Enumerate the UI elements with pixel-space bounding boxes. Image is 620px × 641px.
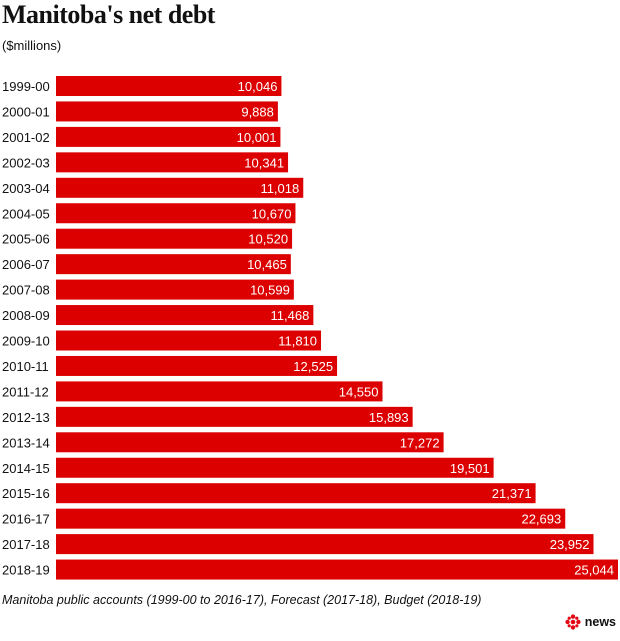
source-note: Manitoba public accounts (1999-00 to 201… bbox=[2, 593, 482, 607]
bar bbox=[56, 483, 536, 504]
value-label: 11,468 bbox=[271, 308, 310, 323]
category-label: 2018-19 bbox=[2, 563, 50, 578]
category-label: 2015-16 bbox=[2, 486, 50, 501]
bar bbox=[56, 406, 413, 427]
category-label: 2002-03 bbox=[2, 155, 50, 170]
chart-title: Manitoba's net debt bbox=[2, 0, 215, 29]
bar bbox=[56, 305, 314, 326]
bar bbox=[56, 228, 293, 249]
category-label: 2017-18 bbox=[2, 537, 50, 552]
bar bbox=[56, 508, 566, 529]
cbc-gem-icon bbox=[565, 614, 581, 630]
category-label: 2005-06 bbox=[2, 232, 50, 247]
category-label: 2012-13 bbox=[2, 410, 50, 425]
bar bbox=[56, 559, 618, 580]
value-label: 21,371 bbox=[492, 486, 532, 501]
bar bbox=[56, 330, 322, 351]
bar bbox=[56, 254, 291, 275]
value-label: 25,044 bbox=[574, 563, 614, 578]
value-label: 17,272 bbox=[400, 435, 440, 450]
category-label: 2007-08 bbox=[2, 283, 50, 298]
value-label: 10,520 bbox=[248, 232, 288, 247]
bar bbox=[56, 534, 594, 555]
category-label: 2013-14 bbox=[2, 435, 50, 450]
category-label: 2010-11 bbox=[2, 359, 49, 374]
bar bbox=[56, 152, 289, 173]
category-label: 2003-04 bbox=[2, 181, 50, 196]
value-label: 10,341 bbox=[244, 155, 284, 170]
value-label: 11,018 bbox=[260, 181, 299, 196]
bar bbox=[56, 381, 383, 402]
bar bbox=[56, 76, 282, 96]
value-label: 15,893 bbox=[369, 410, 409, 425]
value-label: 11,810 bbox=[278, 334, 317, 349]
value-label: 19,501 bbox=[450, 461, 490, 476]
bar bbox=[56, 279, 294, 300]
bar bbox=[56, 177, 304, 198]
bar bbox=[56, 203, 296, 224]
value-label: 12,525 bbox=[293, 359, 333, 374]
value-label: 10,046 bbox=[238, 79, 278, 94]
category-label: 2014-15 bbox=[2, 461, 50, 476]
category-label: 2011-12 bbox=[2, 384, 49, 399]
value-label: 9,888 bbox=[241, 104, 274, 119]
category-label: 2006-07 bbox=[2, 257, 50, 272]
category-label: 2016-17 bbox=[2, 512, 50, 527]
value-label: 10,670 bbox=[252, 206, 292, 221]
bar bbox=[56, 355, 338, 376]
bar bbox=[56, 432, 444, 453]
value-label: 23,952 bbox=[550, 537, 590, 552]
brand-text: news bbox=[584, 615, 616, 629]
category-label: 2004-05 bbox=[2, 206, 50, 221]
category-label: 2001-02 bbox=[2, 130, 50, 145]
value-label: 14,550 bbox=[339, 384, 379, 399]
category-label: 1999-00 bbox=[2, 79, 50, 94]
value-label: 22,693 bbox=[521, 512, 561, 527]
bar bbox=[56, 457, 494, 478]
chart-subtitle: ($millions) bbox=[2, 38, 62, 53]
category-label: 2000-01 bbox=[2, 104, 50, 119]
bar bbox=[56, 101, 278, 122]
bar bbox=[56, 126, 281, 147]
value-label: 10,465 bbox=[247, 257, 287, 272]
bar-chart: 1999-00 10,046 2000-01 9,888 2001-02 10,001 20… bbox=[2, 76, 618, 580]
value-label: 10,001 bbox=[237, 130, 277, 145]
brand-logo: news bbox=[565, 614, 616, 630]
category-label: 2009-10 bbox=[2, 334, 50, 349]
category-label: 2008-09 bbox=[2, 308, 50, 323]
value-label: 10,599 bbox=[250, 283, 290, 298]
